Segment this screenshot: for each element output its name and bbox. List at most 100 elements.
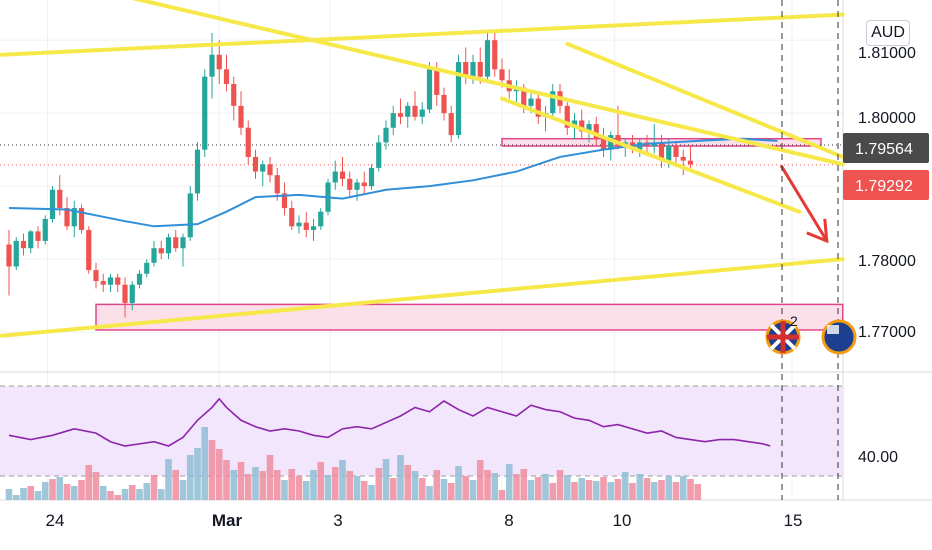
volume-bar bbox=[56, 477, 64, 500]
time-tick-label: 3 bbox=[333, 511, 342, 530]
forecast-arrow-shaft bbox=[779, 164, 829, 242]
candle-body bbox=[28, 231, 34, 249]
candle-body bbox=[71, 208, 77, 227]
volume-bar bbox=[179, 480, 187, 500]
trend-lines bbox=[0, 0, 845, 338]
volume-bar bbox=[455, 466, 462, 500]
volume-bar bbox=[295, 476, 303, 500]
candle-body bbox=[93, 270, 99, 282]
volume-bar bbox=[498, 490, 506, 500]
volume-bar bbox=[150, 475, 158, 500]
candle-body bbox=[20, 240, 27, 249]
trend-line bbox=[500, 96, 802, 214]
volume-bar bbox=[99, 486, 107, 500]
volume-bar bbox=[281, 480, 288, 500]
volume-bar bbox=[128, 485, 136, 500]
trend-line bbox=[0, 12, 845, 57]
volume-bar bbox=[121, 489, 129, 500]
time-tick-label: 24 bbox=[46, 511, 65, 530]
candle-body bbox=[354, 182, 360, 190]
candle-body bbox=[187, 193, 193, 238]
candle-body bbox=[122, 284, 128, 303]
currency-button[interactable]: AUD bbox=[866, 20, 910, 46]
volume-bar bbox=[230, 470, 238, 500]
bid-price-badge-bg bbox=[843, 170, 929, 200]
volume-bar bbox=[600, 477, 607, 500]
candle-body bbox=[245, 127, 251, 157]
volume-bar bbox=[578, 478, 586, 500]
candle-body bbox=[535, 98, 541, 117]
volume-bar bbox=[85, 465, 93, 500]
last-price-badge: 1.79564 bbox=[843, 133, 929, 163]
volume-bar bbox=[201, 427, 209, 500]
moving-average-line bbox=[8, 137, 778, 228]
volume-bars bbox=[5, 427, 702, 500]
au-flag-union bbox=[827, 325, 839, 334]
volume-bar bbox=[534, 477, 542, 500]
volume-bar bbox=[491, 473, 499, 500]
volume-bar bbox=[324, 475, 332, 500]
volume-bar bbox=[49, 479, 56, 500]
volume-bar bbox=[20, 488, 27, 500]
volume-bar bbox=[505, 464, 513, 500]
candle-body bbox=[687, 160, 694, 165]
volume-bar bbox=[331, 467, 339, 500]
volume-bar bbox=[107, 491, 114, 500]
time-axis[interactable]: 24 Mar 3 8 10 15 bbox=[46, 511, 803, 530]
volume-bar bbox=[353, 476, 361, 500]
candle-body bbox=[528, 98, 534, 106]
volume-bar bbox=[12, 495, 20, 500]
price-axis[interactable]: 1.81000 1.80000 1.78000 1.77000 40.00 bbox=[858, 45, 916, 466]
candle-body bbox=[368, 167, 375, 187]
forecast-arrow-head bbox=[806, 218, 829, 244]
volume-bar bbox=[621, 472, 629, 500]
candle-body bbox=[376, 142, 382, 168]
candle-body bbox=[448, 113, 454, 136]
volume-bar bbox=[614, 479, 622, 500]
candle-body bbox=[202, 76, 208, 150]
candle-body bbox=[115, 277, 121, 285]
event-marker-au[interactable] bbox=[821, 319, 857, 355]
candle-body bbox=[310, 226, 317, 230]
candle-body bbox=[637, 142, 643, 150]
price-levels bbox=[0, 144, 843, 166]
trend-line bbox=[565, 41, 845, 159]
volume-bar bbox=[302, 481, 310, 500]
volume-bar bbox=[288, 469, 296, 500]
trend-line bbox=[131, 0, 845, 167]
candle-body bbox=[303, 222, 309, 230]
volume-bar bbox=[317, 462, 325, 500]
volume-bar bbox=[194, 448, 201, 500]
event-marker-uk[interactable]: 2 bbox=[765, 313, 801, 355]
volume-bar bbox=[433, 470, 441, 500]
candle-body bbox=[107, 277, 114, 285]
volume-bar bbox=[629, 483, 636, 500]
candle-body bbox=[492, 40, 498, 70]
volume-bar bbox=[607, 482, 615, 500]
volume-bar bbox=[310, 470, 317, 500]
volume-bar bbox=[513, 474, 520, 500]
volume-bar bbox=[556, 470, 564, 500]
candle-body bbox=[608, 135, 614, 150]
candle-body bbox=[144, 262, 150, 274]
candle-body bbox=[86, 229, 92, 271]
candle-body bbox=[209, 54, 215, 77]
price-tick-label: 1.77000 bbox=[858, 324, 916, 341]
candle-body bbox=[151, 248, 157, 263]
candle-body bbox=[231, 83, 237, 106]
moving-average bbox=[8, 137, 778, 228]
volume-bar bbox=[592, 481, 600, 500]
candle-body bbox=[347, 178, 353, 190]
candle-body bbox=[165, 237, 172, 254]
oscillator-tick-label: 40.00 bbox=[858, 449, 898, 466]
candle-body bbox=[484, 40, 491, 77]
bid-price-text: 1.79292 bbox=[855, 178, 913, 195]
event-count: 2 bbox=[790, 313, 798, 329]
volume-bar bbox=[585, 480, 593, 500]
candle-body bbox=[405, 105, 411, 117]
candle-body bbox=[383, 127, 389, 143]
volume-bar bbox=[650, 482, 658, 500]
candle-body bbox=[223, 69, 230, 84]
volume-bar bbox=[462, 476, 470, 500]
